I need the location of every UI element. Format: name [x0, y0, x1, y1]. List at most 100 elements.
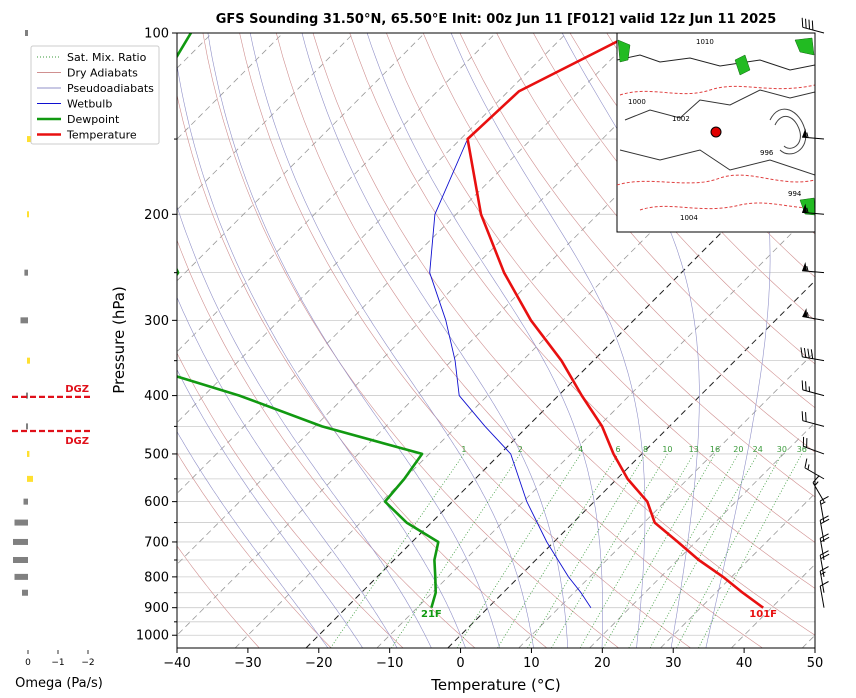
- legend-label: Sat. Mix. Ratio: [67, 51, 147, 64]
- mixing-ratio-label: 16: [710, 445, 720, 454]
- isotherm: [177, 33, 496, 353]
- sounding-series: [177, 33, 764, 609]
- isotherm: [177, 33, 709, 565]
- omega-bar: [13, 538, 28, 545]
- legend-label: Wetbulb: [67, 98, 112, 111]
- dgz-label: DGZ: [65, 384, 89, 395]
- omega-bar: [27, 475, 33, 482]
- wind-barb: [802, 308, 825, 321]
- pseudoadiabat: [561, 33, 700, 648]
- dry-adiabat: [312, 33, 815, 636]
- isotherm: [177, 33, 638, 495]
- omega-bar: [27, 211, 29, 218]
- grid-lines: [177, 32, 815, 636]
- isotherm: [177, 33, 355, 211]
- pseudoadiabat: [249, 33, 534, 648]
- mixing-ratio-label: 30: [777, 445, 787, 454]
- omega-bar: [22, 589, 28, 596]
- mixing-ratio-label: 6: [616, 445, 621, 454]
- omega-bar: [14, 519, 28, 526]
- pseudoadiabat: [705, 33, 771, 648]
- omega-bar: [25, 30, 28, 36]
- mixing-ratio-label: 13: [689, 445, 699, 454]
- wind-barb: [802, 261, 825, 274]
- y-tick-label: 300: [144, 314, 169, 329]
- mixing-ratio-label: 1: [461, 445, 466, 454]
- wind-barb: [802, 203, 825, 215]
- pseudoadiabat: [177, 296, 398, 648]
- omega-bar: [26, 392, 28, 399]
- wind-barb: [819, 533, 830, 561]
- map-label-1002: 1002: [672, 115, 690, 123]
- y-axis-label: Pressure (hPa): [110, 286, 128, 394]
- wetbulb-profile-line: [429, 138, 592, 608]
- map-contour-2: [774, 115, 801, 149]
- mixing-ratio-line: [456, 453, 582, 648]
- omega-tick-label: −1: [51, 658, 64, 668]
- dry-adiabat: [569, 33, 815, 321]
- map-label-1000: 1000: [628, 98, 646, 106]
- pseudoadiabat: [177, 63, 466, 648]
- legend-label: Dry Adiabats: [67, 67, 138, 80]
- wind-barb: [802, 128, 825, 140]
- x-tick-label: 30: [665, 656, 682, 671]
- legend: Sat. Mix. Ratio Dry Adiabats Pseudoadiabat…: [30, 45, 160, 145]
- omega-tick-label: 0: [25, 658, 31, 668]
- map-border: [624, 89, 815, 121]
- dewpoint-profile-line: [177, 33, 440, 609]
- dry-adiabat: [276, 33, 763, 648]
- dry-adiabat: [177, 239, 476, 648]
- dry-adiabat: [827, 33, 856, 648]
- mixing-ratio-line: [628, 453, 739, 648]
- x-axis-label: Temperature (°C): [430, 676, 560, 694]
- wind-barb: [819, 581, 829, 608]
- isotherm: [177, 33, 567, 424]
- wind-barb: [812, 475, 825, 502]
- pseudoadiabat: [177, 205, 432, 648]
- dry-adiabat: [177, 545, 260, 648]
- omega-bar: [26, 423, 28, 430]
- x-tick-label: 40: [736, 656, 753, 671]
- wind-barbs: [800, 17, 830, 648]
- legend-label: Dewpoint: [67, 113, 120, 126]
- x-tick-label: 20: [594, 656, 611, 671]
- y-tick-label: 500: [144, 447, 169, 462]
- omega-axis-label: Omega (Pa/s): [15, 676, 103, 691]
- y-tick-label: 800: [144, 570, 169, 585]
- isotherm: [518, 351, 815, 648]
- pseudoadiabat: [177, 368, 363, 648]
- map-label-1010: 1010: [696, 38, 714, 46]
- dry-adiabat: [177, 93, 548, 648]
- mixing-ratio-label: 20: [733, 445, 743, 454]
- mixing-ratio-label: 8: [643, 445, 648, 454]
- y-axis: 1000 900 800 700 600 500 400 300 200 100: [136, 27, 177, 644]
- omega-bar: [24, 269, 28, 276]
- pseudoadiabat: [177, 430, 329, 648]
- x-tick-label: 0: [456, 656, 464, 671]
- omega-bar: [20, 317, 28, 324]
- mixing-ratio-line: [579, 453, 695, 648]
- wind-barb: [801, 17, 825, 34]
- y-tick-label: 900: [144, 601, 169, 616]
- dry-adiabat: [239, 33, 691, 648]
- omega-bar: [23, 498, 28, 505]
- mixing-ratio-line: [649, 453, 759, 648]
- mixing-ratio-line: [497, 453, 619, 648]
- map-precip: [617, 39, 631, 63]
- x-tick-label: −20: [305, 656, 332, 671]
- mixing-ratio-label: 2: [518, 445, 523, 454]
- map-isobar-red-3: [639, 202, 815, 211]
- wind-barb: [819, 550, 830, 577]
- minus20-isotherm: [305, 138, 815, 648]
- wind-barb: [802, 436, 825, 455]
- surface-temperature-label: 101F: [749, 609, 777, 620]
- map-isobar-red: [619, 84, 815, 96]
- map-label-996: 996: [760, 149, 774, 157]
- dgz-label: DGZ: [65, 436, 89, 447]
- map-border-2: [619, 149, 815, 176]
- dry-adiabat: [386, 33, 815, 543]
- dry-adiabat: [496, 33, 815, 409]
- x-tick-label: −40: [163, 656, 190, 671]
- map-coastline: [617, 54, 815, 71]
- wind-barb: [800, 347, 825, 362]
